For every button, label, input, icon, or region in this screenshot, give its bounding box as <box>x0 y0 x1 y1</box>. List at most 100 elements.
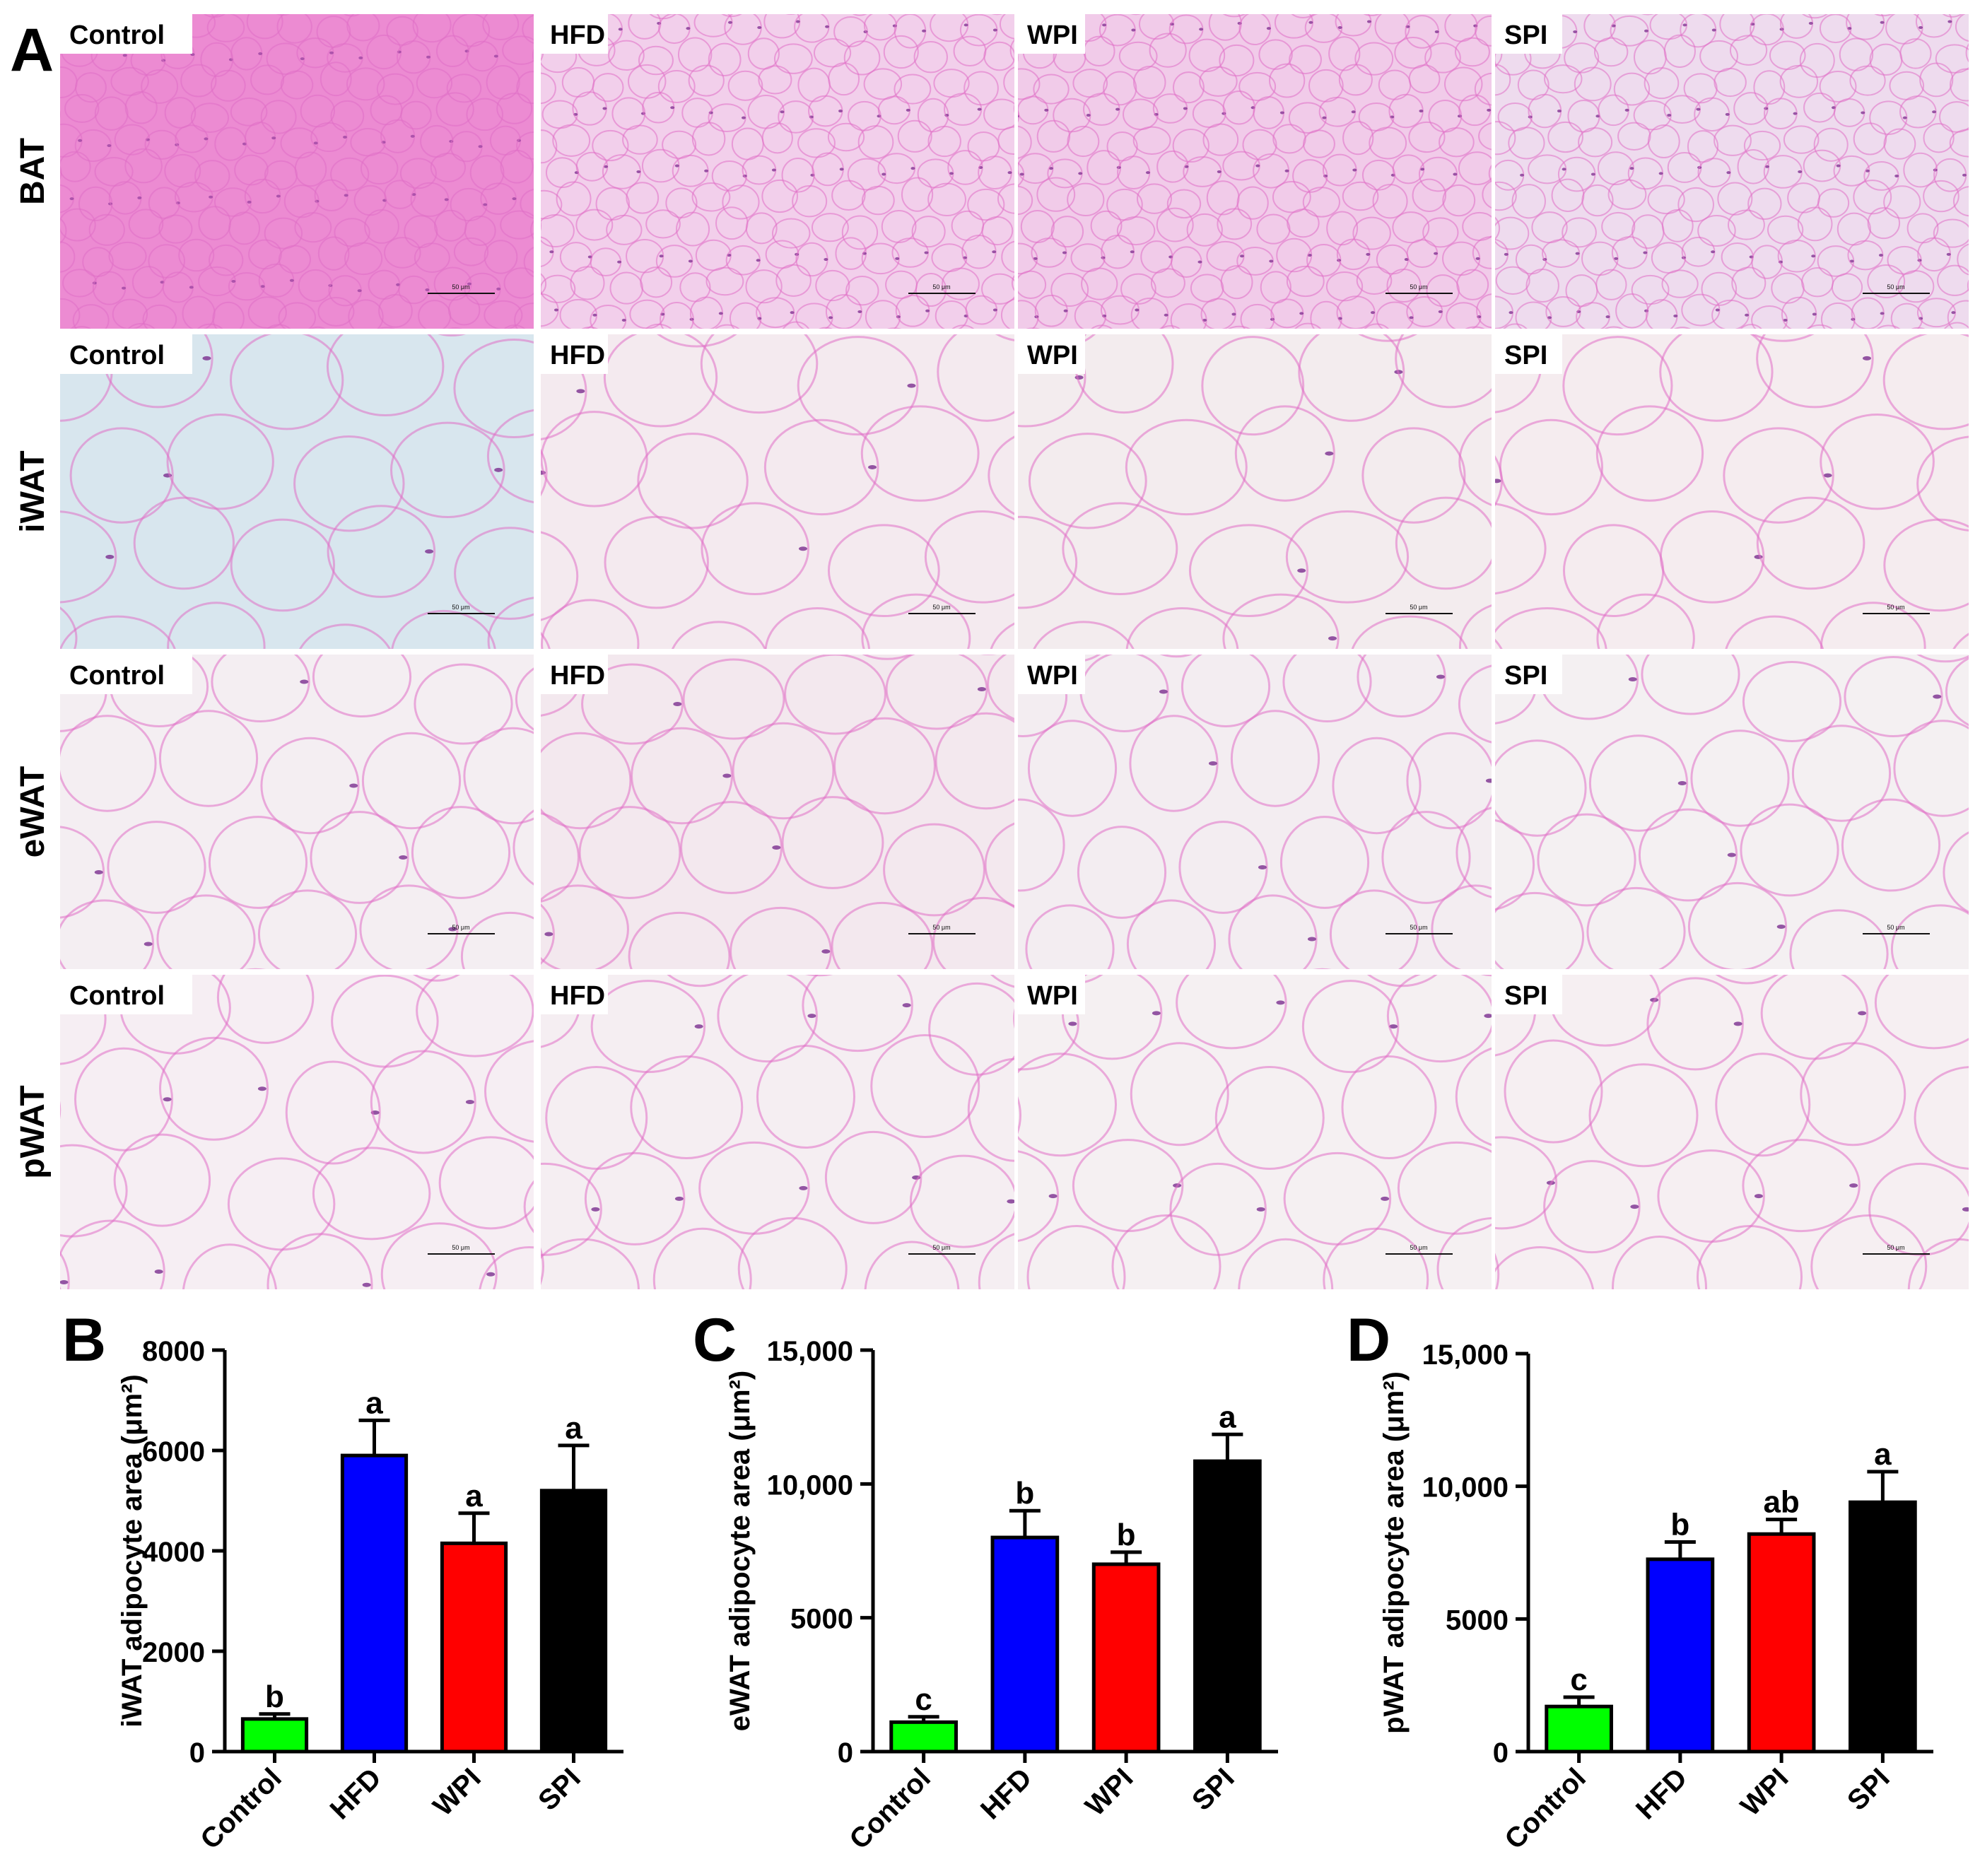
significance-label-wpi: a <box>465 1479 483 1513</box>
column-label-hfd: HFD <box>550 981 605 1011</box>
micrograph-background <box>1495 975 1969 1289</box>
micrograph-iwat-hfd: HFD 50 μm <box>541 334 1014 649</box>
bar-hfd <box>340 1453 409 1754</box>
row-label-ewat: eWAT <box>14 766 52 858</box>
column-label-wpi: WPI <box>1027 341 1078 370</box>
micrograph-background <box>60 655 534 969</box>
column-label-spi: SPI <box>1504 341 1547 370</box>
significance-label-control: b <box>265 1679 284 1714</box>
y-tick-label: 6000 <box>142 1436 205 1467</box>
adipocyte-cells <box>541 14 1014 329</box>
scale-bar-label: 50 μm <box>452 1244 469 1251</box>
bar-wpi <box>440 1541 508 1754</box>
x-tick-label-spi: SPI <box>1841 1762 1896 1817</box>
column-label-box <box>1018 14 1085 54</box>
scale-bar-label: 50 μm <box>1410 604 1427 611</box>
scale-bar-label: 50 μm <box>932 604 950 611</box>
significance-label-hfd: b <box>1015 1476 1034 1511</box>
histology-grid: BAT Control 50 μm HFD 50 μm WPI 50 μm SPI 50 μm i… <box>14 14 1969 1289</box>
x-tick-label-control: Control <box>843 1762 937 1856</box>
column-label-hfd: HFD <box>550 661 605 691</box>
column-label-box <box>541 334 608 374</box>
column-label-box <box>541 655 608 694</box>
micrograph-ewat-control: Control 50 μm <box>60 655 534 969</box>
scale-bar-label: 50 μm <box>932 924 950 931</box>
micrograph-bat-spi: SPI 50 μm <box>1495 14 1969 329</box>
x-tick-label-spi: SPI <box>1186 1762 1241 1817</box>
column-label-box <box>541 14 608 54</box>
micrograph-pwat-wpi: WPI 50 μm <box>1018 975 1492 1289</box>
micrograph-background <box>60 975 534 1289</box>
bar-chart-b: 0 2000 4000 6000 8000 iWAT adipocyte area (μm… <box>117 1336 623 1856</box>
significance-label-control: c <box>915 1682 932 1717</box>
significance-label-spi: a <box>1219 1400 1236 1434</box>
scale-bar-label: 50 μm <box>932 1244 950 1251</box>
micrograph-pwat-spi: SPI 50 μm <box>1495 975 1969 1289</box>
scale-bar-label: 50 μm <box>1887 1244 1904 1251</box>
micrograph-bat-wpi: WPI 50 μm <box>1018 14 1492 329</box>
bar-wpi <box>1747 1532 1816 1754</box>
scale-bar-label: 50 μm <box>452 604 469 611</box>
scale-bar-label: 50 μm <box>932 283 950 291</box>
micrograph-pwat-hfd: HFD 50 μm <box>541 975 1014 1289</box>
micrograph-iwat-wpi: WPI 50 μm <box>1018 334 1492 649</box>
adipocyte-cells <box>1495 14 1969 329</box>
significance-label-spi: a <box>1874 1437 1892 1472</box>
column-label-control: Control <box>69 661 165 691</box>
micrograph-background <box>541 975 1014 1289</box>
micrograph-background <box>1495 655 1969 969</box>
bar-spi <box>539 1489 608 1754</box>
micrograph-background <box>541 334 1014 649</box>
column-label-box <box>60 655 192 694</box>
significance-label-control: c <box>1570 1663 1587 1697</box>
column-label-box <box>1018 334 1085 374</box>
bar-hfd <box>1646 1557 1715 1754</box>
y-tick-label: 4000 <box>142 1537 205 1568</box>
scale-bar-label: 50 μm <box>1410 924 1427 931</box>
row-label-bat: BAT <box>14 138 52 205</box>
micrograph-pwat-control: Control 50 μm <box>60 975 534 1289</box>
adipocyte-cells <box>60 975 534 1289</box>
y-tick-label: 5000 <box>790 1604 853 1635</box>
column-label-box <box>60 334 192 374</box>
column-label-hfd: HFD <box>550 341 605 370</box>
y-tick-label: 2000 <box>142 1637 205 1668</box>
y-tick-label: 10,000 <box>1422 1472 1509 1503</box>
adipocyte-cells <box>1495 334 1969 649</box>
scale-bar-label: 50 μm <box>452 924 469 931</box>
column-label-spi: SPI <box>1504 20 1547 50</box>
bar-wpi <box>1091 1562 1161 1754</box>
bar-spi <box>1193 1459 1262 1754</box>
x-tick-label-hfd: HFD <box>1630 1762 1693 1825</box>
micrograph-ewat-spi: SPI 50 μm <box>1495 655 1969 969</box>
micrograph-background <box>60 334 534 649</box>
y-tick-label: 5000 <box>1446 1605 1509 1636</box>
column-label-wpi: WPI <box>1027 20 1078 50</box>
scale-bar-label: 50 μm <box>452 283 469 291</box>
adipocyte-cells <box>541 975 1014 1289</box>
bar-spi <box>1849 1500 1917 1754</box>
scale-bar-label: 50 μm <box>1410 283 1427 291</box>
panel-letter-d: D <box>1347 1306 1390 1374</box>
y-axis-label: eWAT adipocyte area (μm²) <box>725 1371 756 1732</box>
x-tick-label-hfd: HFD <box>324 1762 387 1825</box>
bar-control <box>1545 1704 1613 1754</box>
y-tick-label: 0 <box>189 1737 205 1769</box>
column-label-control: Control <box>69 20 165 50</box>
y-tick-label: 0 <box>1493 1737 1509 1769</box>
x-tick-label-wpi: WPI <box>427 1762 487 1822</box>
bar-control <box>240 1717 309 1754</box>
y-axis-label: iWAT adipocyte area (μm²) <box>117 1374 148 1727</box>
scale-bar-label: 50 μm <box>1410 1244 1427 1251</box>
micrograph-iwat-spi: SPI 50 μm <box>1495 334 1969 649</box>
column-label-wpi: WPI <box>1027 661 1078 691</box>
x-tick-label-control: Control <box>1499 1762 1592 1856</box>
column-label-spi: SPI <box>1504 981 1547 1011</box>
column-label-control: Control <box>69 981 165 1011</box>
x-tick-label-wpi: WPI <box>1079 1762 1140 1822</box>
panel-letter-c: C <box>693 1306 737 1374</box>
column-label-box <box>60 975 192 1014</box>
micrograph-background <box>1018 975 1492 1289</box>
column-label-box <box>1018 975 1085 1014</box>
